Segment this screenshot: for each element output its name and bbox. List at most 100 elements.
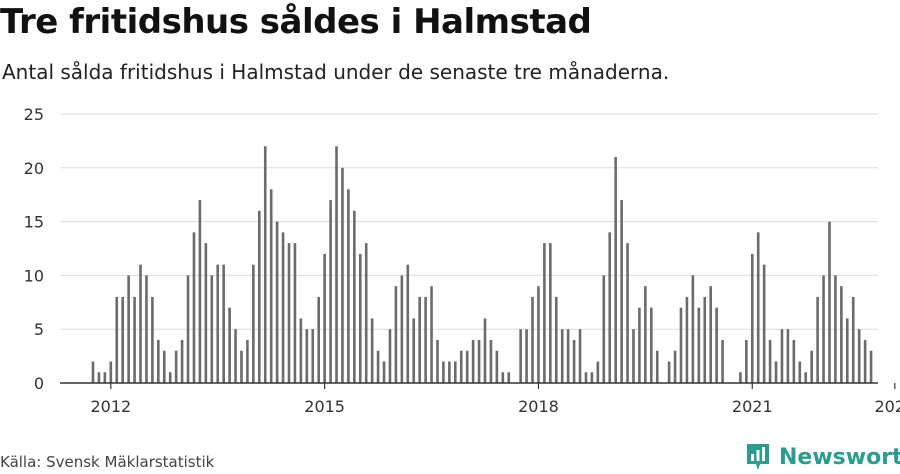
bar — [650, 307, 653, 383]
bar — [335, 146, 338, 383]
bar — [228, 307, 231, 383]
bar — [537, 286, 540, 383]
bar — [192, 232, 196, 383]
bar — [210, 275, 214, 383]
bar — [851, 296, 855, 383]
brand-name: Newsworthy — [779, 444, 900, 470]
bar — [234, 329, 237, 383]
bar — [667, 361, 671, 383]
bar — [168, 372, 172, 383]
bar — [566, 329, 570, 383]
bar — [436, 339, 439, 383]
bar — [382, 361, 386, 383]
bar — [471, 339, 475, 383]
bar — [525, 329, 528, 383]
bar — [822, 275, 825, 383]
bar — [216, 264, 220, 383]
bar — [311, 329, 315, 383]
y-tick-label: 25 — [24, 105, 44, 124]
bar — [655, 350, 659, 383]
bar — [709, 286, 712, 383]
bar — [745, 339, 748, 383]
bar — [275, 221, 279, 383]
bar — [549, 243, 552, 383]
bar — [673, 350, 677, 383]
bar — [151, 296, 154, 383]
bar — [353, 210, 356, 383]
bar — [869, 350, 873, 383]
bar — [246, 339, 249, 383]
x-tick-label: 2018 — [518, 397, 559, 416]
bar — [863, 339, 867, 383]
bar — [762, 264, 766, 383]
bar — [293, 243, 297, 383]
bar — [299, 318, 303, 383]
bar — [679, 307, 683, 383]
x-tick-label: 2021 — [732, 397, 773, 416]
bar — [602, 275, 606, 383]
bar — [774, 361, 778, 383]
chart-subtitle: Antal sålda fritidshus i Halmstad under … — [2, 60, 670, 84]
bar — [145, 275, 148, 383]
x-tick-label: 2015 — [304, 397, 345, 416]
bar — [840, 286, 843, 383]
bar — [97, 372, 101, 383]
bar — [281, 232, 285, 383]
bar — [715, 307, 718, 383]
bar — [454, 361, 457, 383]
bar — [644, 286, 647, 383]
bar — [685, 296, 689, 383]
bar — [489, 339, 493, 383]
bar — [584, 372, 588, 383]
bar — [483, 318, 487, 383]
bar — [370, 318, 374, 383]
bar — [376, 350, 380, 383]
y-tick-label: 0 — [34, 374, 44, 393]
bar — [263, 146, 267, 383]
bar — [608, 232, 612, 383]
bar — [756, 232, 760, 383]
bar — [347, 189, 350, 383]
data-label: 3 — [889, 0, 900, 5]
bar — [703, 296, 707, 383]
bar — [258, 210, 261, 383]
bar — [329, 200, 332, 383]
bar — [465, 350, 469, 383]
bar — [317, 296, 320, 383]
bar — [626, 243, 629, 383]
y-tick-label: 10 — [24, 266, 44, 285]
bar — [691, 275, 695, 383]
bar — [162, 350, 166, 383]
bar — [109, 361, 113, 383]
bar — [554, 296, 558, 383]
bar — [750, 253, 754, 383]
bar — [834, 275, 837, 383]
bar — [448, 361, 451, 383]
bar — [287, 243, 291, 383]
bar — [632, 329, 635, 383]
bar — [358, 253, 362, 383]
bar — [501, 372, 505, 383]
bar — [442, 361, 445, 383]
bar — [495, 350, 499, 383]
bar — [91, 361, 95, 383]
y-tick-label: 15 — [24, 213, 44, 232]
bar — [269, 189, 273, 383]
bar-chart: 0 5 10 15 20 25 2012 2015 2018 2021 2023 3 — [24, 0, 900, 416]
bar — [204, 243, 208, 383]
bar — [394, 286, 398, 383]
bar — [614, 157, 617, 383]
bar — [406, 264, 410, 383]
x-tick-label: 2012 — [90, 397, 131, 416]
bar — [507, 372, 511, 383]
bar — [560, 329, 564, 383]
bar — [543, 243, 546, 383]
bar — [828, 221, 831, 383]
bar — [341, 167, 344, 383]
bar — [596, 361, 600, 383]
bar — [180, 339, 184, 383]
bar — [418, 296, 421, 383]
bar — [768, 339, 772, 383]
bar — [174, 350, 178, 383]
bar — [364, 243, 368, 383]
